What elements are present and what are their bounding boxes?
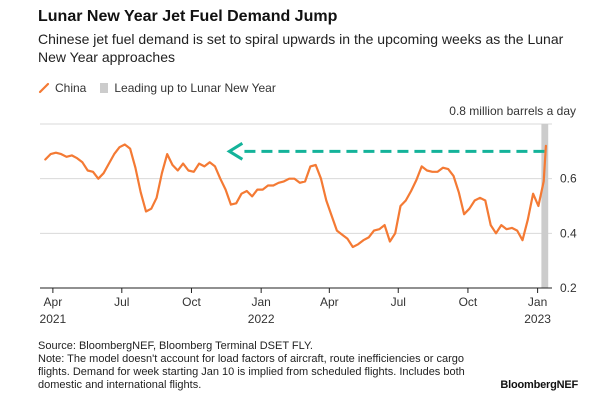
- chart-title: Lunar New Year Jet Fuel Demand Jump: [38, 8, 338, 25]
- line-chart: 0.2 0.4 0.6 Apr 2021 Jul Oct Jan 2022 Apr Jul Oct Ja…: [40, 123, 577, 326]
- x-tick-label: Oct: [182, 295, 201, 309]
- source-text: Source: BloombergNEF, Bloomberg Terminal…: [38, 340, 313, 352]
- legend-label-china: China: [55, 81, 87, 95]
- note-text: Note: The model doesn't account for load…: [38, 353, 465, 391]
- legend: China Leading up to Lunar New Year: [38, 80, 276, 96]
- legend-box-swatch: [100, 83, 109, 93]
- series-line-china: [44, 143, 547, 249]
- x-tick-label: Jul: [391, 295, 406, 309]
- x-tick-year-label: 2023: [524, 312, 551, 326]
- legend-line-swatch: [38, 82, 50, 94]
- arrow-head: [226, 142, 244, 161]
- x-tick-year-label: 2022: [248, 312, 275, 326]
- x-tick-label: Jan: [251, 295, 270, 309]
- x-tick-label: Jul: [114, 295, 129, 309]
- legend-label-lunar-new-year: Leading up to Lunar New Year: [114, 81, 276, 95]
- x-tick-label: Apr: [44, 295, 63, 309]
- x-tick-label: Oct: [459, 295, 478, 309]
- x-tick-label: Apr: [320, 295, 339, 309]
- x-tick-year-label: 2021: [40, 312, 67, 326]
- y-tick-label: 0.6: [560, 172, 577, 186]
- lunar-new-year-highlight-bar: [541, 124, 549, 288]
- y-tick-label: 0.2: [560, 281, 577, 295]
- chart-subtitle: Chinese jet fuel demand is set to spiral…: [38, 31, 564, 65]
- unit-label: 0.8 million barrels a day: [449, 104, 576, 118]
- x-tick-label: Jan: [528, 295, 547, 309]
- y-tick-label: 0.4: [560, 226, 577, 240]
- footnote: Source: BloombergNEF, Bloomberg Terminal…: [38, 340, 478, 392]
- brand-logo-text: BloombergNEF: [500, 379, 578, 391]
